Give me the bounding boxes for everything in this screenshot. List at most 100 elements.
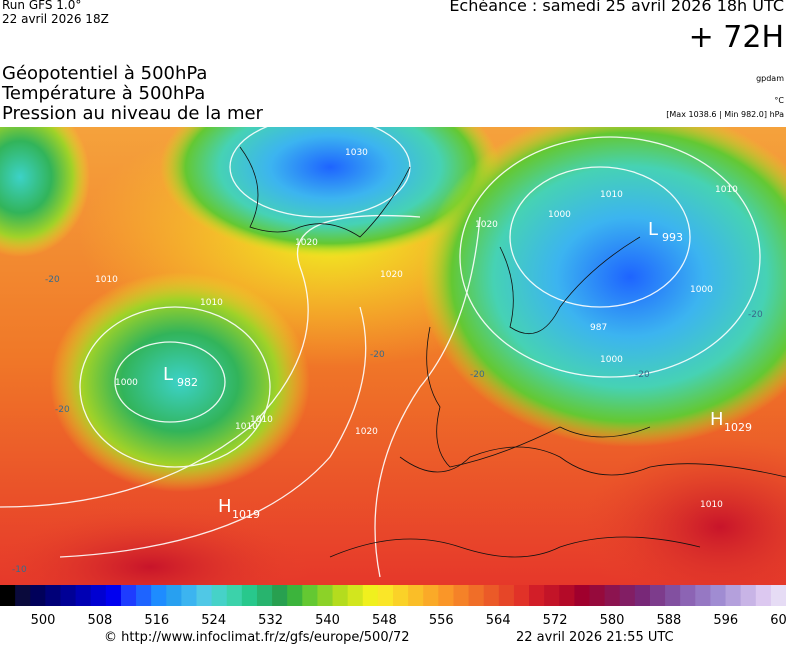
colorbar-label: 556 [429,613,454,628]
isobar-label: 1020 [475,220,498,230]
center-type: H [710,409,724,430]
colorbar-swatch [166,585,182,606]
isobar-label: 1020 [355,427,378,437]
colorbar: 500 508 516 524 532 540 548 556 564 572 580 588 596 6… [0,585,786,628]
isobar-label: 1020 [295,238,318,248]
unit: [Max 1038.6 | Min 982.0] hPa [666,110,784,119]
colorbar-swatch [347,585,364,606]
temperature-label: -20 [748,310,763,320]
isobar-label: 1020 [380,270,403,280]
center-value: 982 [177,376,198,389]
colorbar-label: 500 [31,613,56,628]
colorbar-swatch [770,585,786,606]
isobar-label: 1010 [715,185,738,195]
temperature-label: -20 [55,405,70,415]
unit: °C [774,96,784,105]
colorbar-label: 532 [258,613,283,628]
layer-title: Géopotentiel à 500hPa [2,63,208,84]
colorbar-swatch [75,585,92,606]
colorbar-swatch [226,585,243,606]
colorbar-swatch [589,585,606,606]
colorbar-swatch [317,585,334,606]
isobar-label: 1010 [700,500,723,510]
colorbar-swatch [408,585,424,606]
isobar-label: 1000 [690,285,713,295]
colorbar-label: 516 [144,613,169,628]
isobar-label: 1000 [115,378,138,388]
colorbar-swatch [45,585,61,606]
colorbar-swatch [362,585,379,606]
colorbar-swatch [604,585,621,606]
colorbar-swatch [634,585,651,606]
colorbar-swatch [181,585,197,606]
colorbar-label: 508 [87,613,112,628]
layer-title: Température à 500hPa [2,83,206,104]
colorbar-swatch [105,585,122,606]
center-type: H [218,496,232,517]
colorbar-swatch [559,585,575,606]
colorbar-label: 564 [486,613,511,628]
colorbar-swatch [649,585,666,606]
colorbar-label: 588 [656,613,681,628]
colorbar-swatch [120,585,137,606]
run: Run GFS 1.0° [2,0,82,12]
colorbar-swatch [332,585,349,606]
colorbar-swatch [423,585,439,606]
center-value: 993 [662,231,683,244]
center-value: 1019 [232,508,260,521]
colorbar-swatch [211,585,228,606]
lead-time: + 72H [688,20,784,55]
layer-title: Pression au niveau de la mer [2,103,263,124]
center-value: 1029 [724,421,752,434]
isobar-label: 1010 [250,415,273,425]
colorbar-swatch [710,585,727,606]
colorbar-swatch [498,585,515,606]
colorbar-swatch [287,585,303,606]
colorbar-swatch [136,585,152,606]
source-url: © http://www.infoclimat.fr/z/gfs/europe/… [104,630,410,645]
colorbar-swatch [468,585,485,606]
colorbar-swatch [725,585,742,606]
colorbar-swatch [529,585,545,606]
colorbar-swatch [483,585,500,606]
isobar-label: 987 [590,323,607,333]
colorbar-label: 604 [770,613,786,628]
temperature-label: -20 [370,350,385,360]
colorbar-swatch [393,585,409,606]
isobar-label: 1010 [600,190,623,200]
colorbar-swatch [438,585,454,606]
colorbar-swatch [453,585,470,606]
colorbar-swatch [241,585,258,606]
colorbar-label: 548 [372,613,397,628]
colorbar-label: 540 [315,613,340,628]
colorbar-swatch [513,585,530,606]
isobar-label: 1010 [95,275,118,285]
center-type: L [648,219,658,240]
colorbar-label: 580 [600,613,625,628]
colorbar-label: 596 [713,613,738,628]
isobar-label: 1000 [600,355,623,365]
colorbar-swatch [272,585,288,606]
isobar-label: 1010 [200,298,223,308]
colorbar-swatch [90,585,107,606]
colorbar-swatch [377,585,394,606]
colorbar-swatch [151,585,167,606]
generated: 22 avril 2026 21:55 UTC [516,630,674,645]
echeance: Echéance : samedi 25 avril 2026 18h UTC [449,0,784,15]
temperature-label: -20 [635,370,650,380]
colorbar-swatch [665,585,681,606]
colorbar-label: 572 [543,613,568,628]
colorbar-swatch [30,585,46,606]
isobar-label: 1010 [235,422,258,432]
colorbar-swatch [0,585,16,606]
run-date: 22 avril 2026 18Z [2,12,109,26]
colorbar-swatch [256,585,273,606]
colorbar-swatch [680,585,696,606]
colorbar-swatch [302,585,318,606]
center-type: L [163,364,173,385]
colorbar-swatch [574,585,590,606]
temperature-label: -20 [45,275,60,285]
temperature-label: -10 [12,565,27,575]
